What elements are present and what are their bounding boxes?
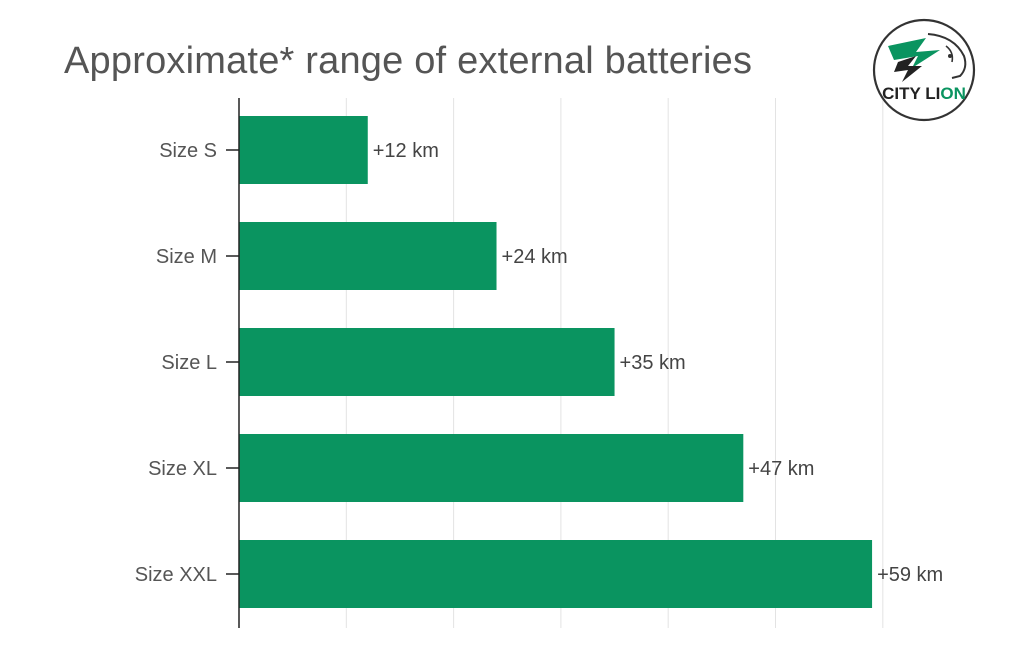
category-tick-label: Size L (161, 352, 217, 374)
bar (239, 328, 615, 396)
lion-logo-icon (872, 18, 976, 122)
logo-text-main: CITY LI (882, 84, 941, 103)
value-label: +35 km (620, 352, 686, 374)
bar (239, 116, 368, 184)
logo-text: CITY LION (868, 84, 980, 104)
value-label: +24 km (502, 246, 568, 268)
category-tick-label: Size S (159, 140, 217, 162)
category-tick-label: Size M (156, 246, 217, 268)
bars: Size S +12 km Size M +24 km Size L +35 km Size… (135, 116, 943, 608)
chart-title: Approximate* range of external batteries (64, 40, 753, 82)
category-tick-label: Size XL (148, 458, 217, 480)
city-lion-logo: CITY LION (868, 16, 980, 124)
bar (239, 434, 744, 502)
logo-text-accent: ON (940, 84, 966, 103)
bar (239, 222, 497, 290)
bar (239, 540, 873, 608)
value-label: +59 km (877, 564, 943, 586)
value-label: +47 km (748, 458, 814, 480)
value-label: +12 km (373, 140, 439, 162)
category-tick-label: Size XXL (135, 564, 217, 586)
